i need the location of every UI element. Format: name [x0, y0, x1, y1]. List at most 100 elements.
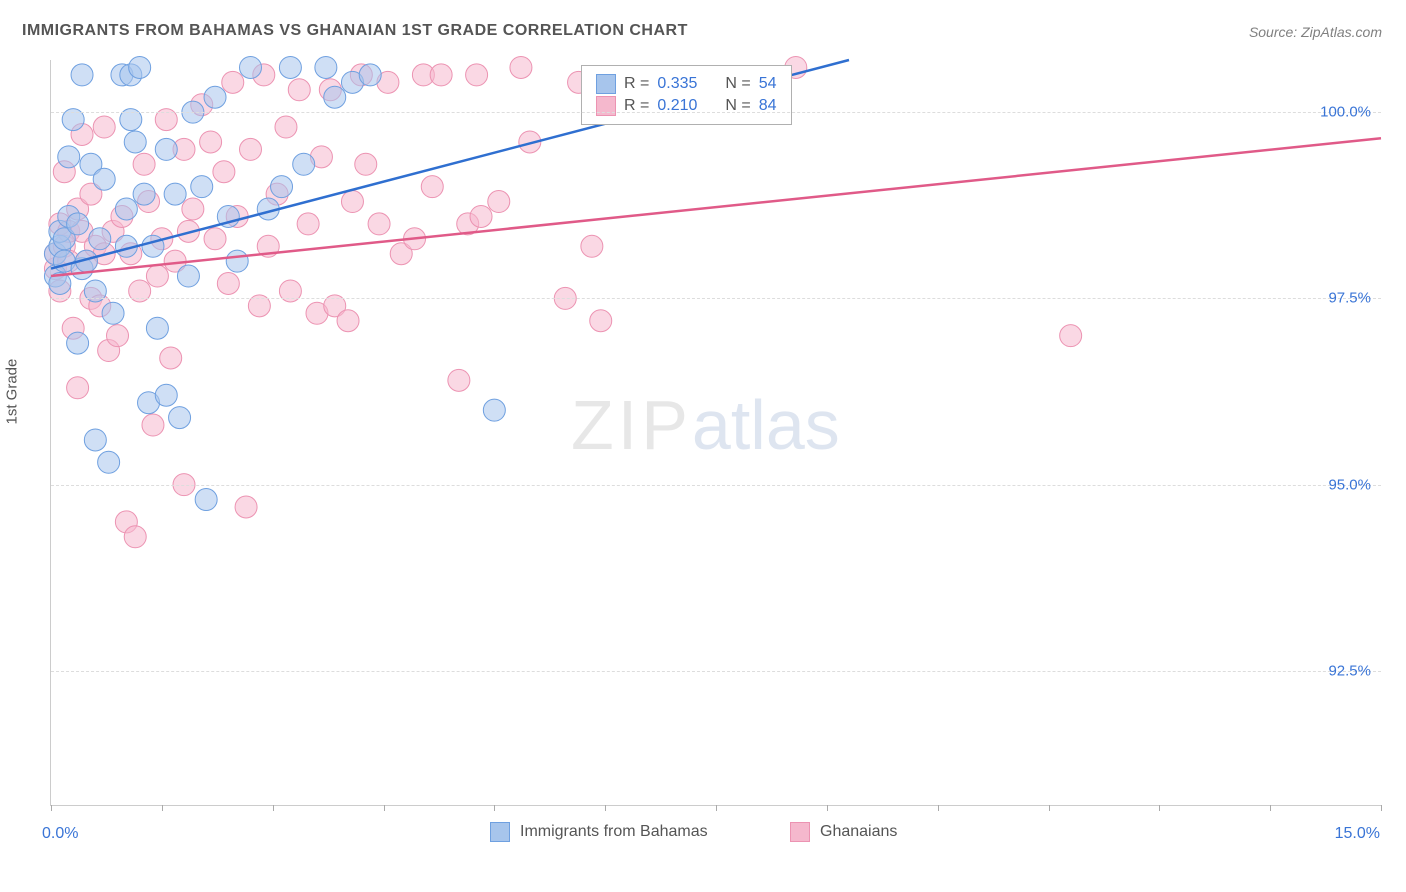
- scatter-point-pink: [1060, 325, 1082, 347]
- r-value-blue: 0.335: [657, 75, 697, 93]
- x-tick: [494, 805, 495, 811]
- scatter-point-pink: [146, 265, 168, 287]
- scatter-point-pink: [213, 161, 235, 183]
- scatter-point-blue: [177, 265, 199, 287]
- scatter-point-blue: [293, 153, 315, 175]
- scatter-point-pink: [337, 310, 359, 332]
- scatter-point-pink: [93, 116, 115, 138]
- n-value-blue: 54: [759, 75, 777, 93]
- x-tick: [162, 805, 163, 811]
- scatter-point-blue: [146, 317, 168, 339]
- y-tick-label: 97.5%: [1328, 290, 1371, 307]
- scatter-point-pink: [448, 369, 470, 391]
- scatter-point-blue: [93, 168, 115, 190]
- n-label: N =: [725, 75, 750, 93]
- scatter-point-blue: [191, 176, 213, 198]
- stats-legend-row-blue: R = 0.335 N = 54: [596, 74, 777, 94]
- scatter-point-blue: [71, 64, 93, 86]
- scatter-point-pink: [124, 526, 146, 548]
- scatter-point-blue: [483, 399, 505, 421]
- swatch-blue: [596, 74, 616, 94]
- x-tick: [1381, 805, 1382, 811]
- scatter-point-pink: [297, 213, 319, 235]
- x-tick: [384, 805, 385, 811]
- scatter-point-pink: [182, 198, 204, 220]
- gridline: [51, 671, 1381, 672]
- x-axis-label-right: 15.0%: [1335, 825, 1380, 843]
- scatter-point-pink: [160, 347, 182, 369]
- gridline: [51, 112, 1381, 113]
- scatter-point-pink: [421, 176, 443, 198]
- scatter-point-pink: [368, 213, 390, 235]
- scatter-point-blue: [102, 302, 124, 324]
- swatch-blue-bottom: [490, 822, 510, 842]
- scatter-point-pink: [470, 205, 492, 227]
- scatter-point-pink: [275, 116, 297, 138]
- x-tick: [51, 805, 52, 811]
- scatter-point-pink: [590, 310, 612, 332]
- scatter-point-blue: [226, 250, 248, 272]
- x-tick: [605, 805, 606, 811]
- stats-legend-box: R = 0.335 N = 54 R = 0.210 N = 84: [581, 65, 792, 125]
- y-tick-label: 95.0%: [1328, 476, 1371, 493]
- gridline: [51, 298, 1381, 299]
- source-attribution: Source: ZipAtlas.com: [1249, 24, 1382, 40]
- scatter-point-blue: [58, 146, 80, 168]
- r-label: R =: [624, 75, 649, 93]
- scatter-point-pink: [288, 79, 310, 101]
- scatter-point-pink: [235, 496, 257, 518]
- scatter-point-pink: [204, 228, 226, 250]
- scatter-point-blue: [98, 451, 120, 473]
- y-tick-label: 92.5%: [1328, 662, 1371, 679]
- scatter-point-pink: [240, 138, 262, 160]
- swatch-pink-bottom: [790, 822, 810, 842]
- x-tick: [1159, 805, 1160, 811]
- scatter-point-blue: [271, 176, 293, 198]
- x-tick: [1270, 805, 1271, 811]
- scatter-point-blue: [67, 332, 89, 354]
- scatter-point-blue: [195, 489, 217, 511]
- scatter-point-pink: [222, 71, 244, 93]
- scatter-point-pink: [430, 64, 452, 86]
- scatter-point-pink: [107, 325, 129, 347]
- bottom-legend-pink: Ghanaians: [790, 822, 897, 842]
- scatter-point-pink: [341, 191, 363, 213]
- scatter-point-blue: [142, 235, 164, 257]
- scatter-point-blue: [164, 183, 186, 205]
- scatter-point-blue: [155, 138, 177, 160]
- chart-title: IMMIGRANTS FROM BAHAMAS VS GHANAIAN 1ST …: [22, 22, 688, 40]
- legend-label-blue: Immigrants from Bahamas: [520, 823, 708, 841]
- scatter-point-blue: [84, 429, 106, 451]
- x-tick: [938, 805, 939, 811]
- scatter-point-blue: [359, 64, 381, 86]
- scatter-point-blue: [133, 183, 155, 205]
- scatter-point-pink: [581, 235, 603, 257]
- y-axis-label: 1st Grade: [4, 359, 21, 425]
- scatter-point-pink: [217, 273, 239, 295]
- scatter-point-blue: [315, 56, 337, 78]
- legend-label-pink: Ghanaians: [820, 823, 897, 841]
- x-tick: [273, 805, 274, 811]
- scatter-point-pink: [466, 64, 488, 86]
- x-tick: [716, 805, 717, 811]
- scatter-point-pink: [488, 191, 510, 213]
- scatter-point-blue: [89, 228, 111, 250]
- scatter-point-blue: [129, 56, 151, 78]
- scatter-point-blue: [279, 56, 301, 78]
- bottom-legend-blue: Immigrants from Bahamas: [490, 822, 708, 842]
- scatter-point-blue: [67, 213, 89, 235]
- scatter-point-blue: [124, 131, 146, 153]
- x-tick: [827, 805, 828, 811]
- scatter-point-blue: [204, 86, 226, 108]
- y-tick-label: 100.0%: [1320, 104, 1371, 121]
- scatter-point-blue: [240, 56, 262, 78]
- x-axis-label-left: 0.0%: [42, 825, 78, 843]
- scatter-point-blue: [115, 198, 137, 220]
- scatter-point-pink: [355, 153, 377, 175]
- scatter-point-pink: [142, 414, 164, 436]
- scatter-point-blue: [324, 86, 346, 108]
- chart-svg: [51, 60, 1381, 805]
- scatter-point-pink: [67, 377, 89, 399]
- gridline: [51, 485, 1381, 486]
- scatter-point-pink: [200, 131, 222, 153]
